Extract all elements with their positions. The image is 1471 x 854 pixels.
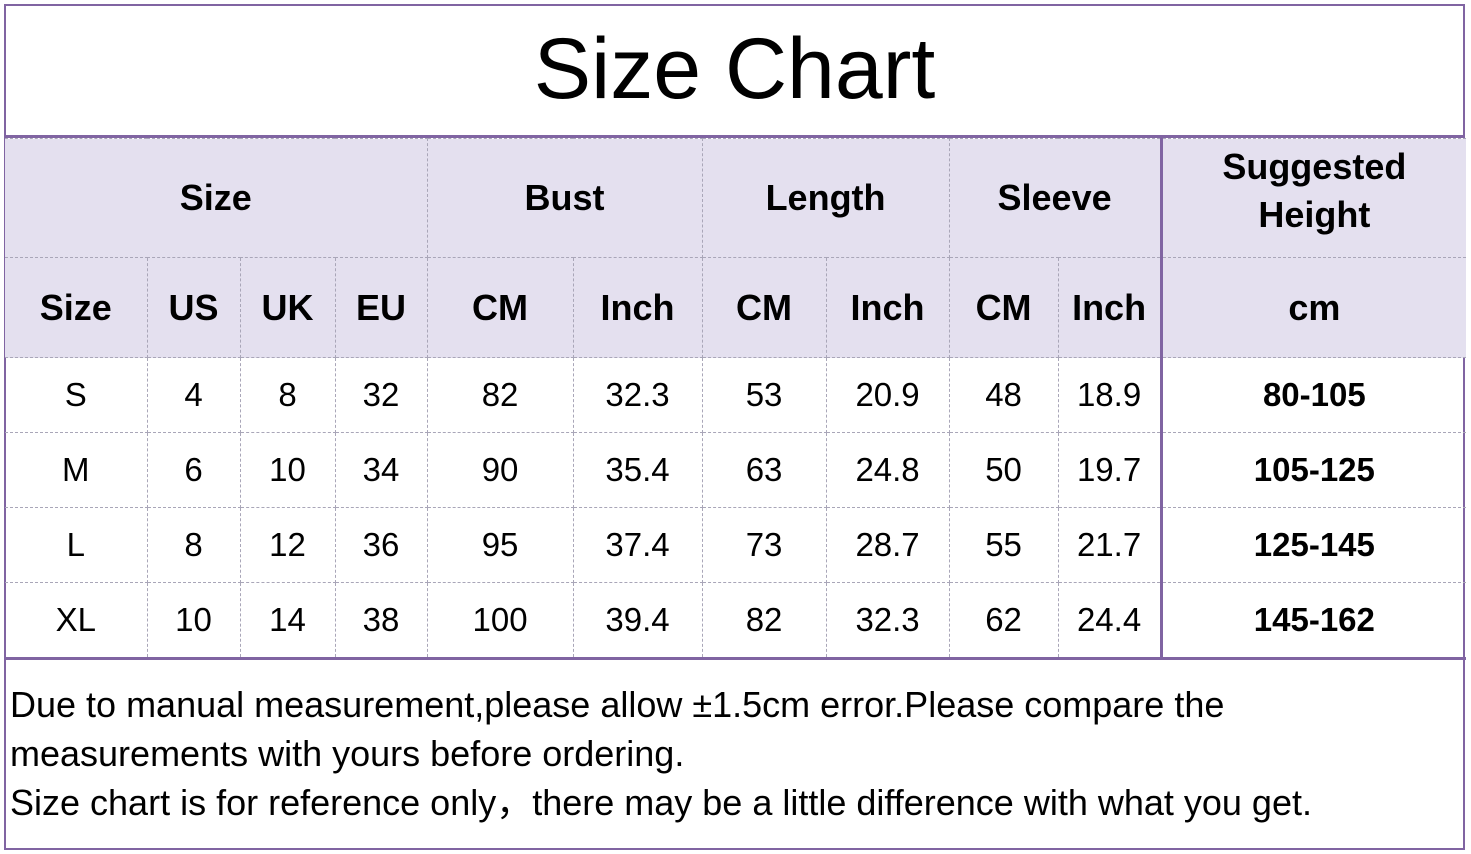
header-suggested-height-label: Suggested Height <box>1222 146 1407 235</box>
table-cell: 32 <box>334 357 428 433</box>
header-sleeve: Sleeve <box>948 138 1163 258</box>
table-cell: 10 <box>146 582 241 660</box>
header-length: Length <box>701 138 950 258</box>
notes: Due to manual measurement,please allow ±… <box>10 680 1460 827</box>
header-bust: Bust <box>426 138 703 258</box>
table-cell: 62 <box>948 582 1059 660</box>
table-cell: 73 <box>701 507 827 583</box>
table-row: L 8 12 36 95 37.4 73 28.7 55 21.7 125-145 <box>5 507 1467 583</box>
table-cell: 20.9 <box>825 357 950 433</box>
header-group-row: Size Bust Length Sleeve Suggested Height <box>5 138 1467 258</box>
table-cell: 82 <box>426 357 574 433</box>
note-reference: Size chart is for reference only，there m… <box>10 782 1312 823</box>
table-cell: 90 <box>426 432 574 508</box>
table-cell: 34 <box>334 432 428 508</box>
table-cell: 55 <box>948 507 1059 583</box>
table-cell: S <box>5 357 148 433</box>
table-cell: 80-105 <box>1160 357 1467 433</box>
table-cell: 18.9 <box>1057 357 1163 433</box>
table-cell: L <box>5 507 148 583</box>
header-size: Size <box>5 138 428 258</box>
table-row: M 6 10 34 90 35.4 63 24.8 50 19.7 105-125 <box>5 432 1467 508</box>
table-cell: 4 <box>146 357 241 433</box>
table-cell: 24.8 <box>825 432 950 508</box>
column-header: Inch <box>825 257 950 358</box>
table-cell: 39.4 <box>572 582 703 660</box>
table-cell: 50 <box>948 432 1059 508</box>
table-cell: 38 <box>334 582 428 660</box>
header-suggested-height: Suggested Height <box>1160 138 1467 258</box>
table-cell: 14 <box>239 582 336 660</box>
table-cell: 10 <box>239 432 336 508</box>
table-cell: 8 <box>146 507 241 583</box>
table-cell: 105-125 <box>1160 432 1467 508</box>
column-header: Size <box>5 257 148 358</box>
column-header: Inch <box>1057 257 1163 358</box>
table-cell: 28.7 <box>825 507 950 583</box>
table-cell: 37.4 <box>572 507 703 583</box>
column-header: cm <box>1160 257 1467 358</box>
page-title: Size Chart <box>4 4 1465 138</box>
table-cell: 53 <box>701 357 827 433</box>
table-row: S 4 8 32 82 32.3 53 20.9 48 18.9 80-105 <box>5 357 1467 433</box>
table-cell: 32.3 <box>825 582 950 660</box>
table-cell: 125-145 <box>1160 507 1467 583</box>
table-cell: 6 <box>146 432 241 508</box>
table-cell: 36 <box>334 507 428 583</box>
table-cell: 82 <box>701 582 827 660</box>
note-measurement: Due to manual measurement,please allow ±… <box>10 684 1225 774</box>
column-header: Inch <box>572 257 703 358</box>
table-cell: 100 <box>426 582 574 660</box>
table-cell: 21.7 <box>1057 507 1163 583</box>
table-cell: 48 <box>948 357 1059 433</box>
table-row: XL 10 14 38 100 39.4 82 32.3 62 24.4 145-162 <box>5 582 1467 660</box>
size-table: Size Bust Length Sleeve Suggested Height… <box>5 138 1467 660</box>
column-header: CM <box>948 257 1059 358</box>
table-cell: 145-162 <box>1160 582 1467 660</box>
table-cell: XL <box>5 582 148 660</box>
table-cell: 24.4 <box>1057 582 1163 660</box>
table-cell: M <box>5 432 148 508</box>
column-header: EU <box>334 257 428 358</box>
column-header: CM <box>426 257 574 358</box>
table-cell: 12 <box>239 507 336 583</box>
table-cell: 35.4 <box>572 432 703 508</box>
table-cell: 19.7 <box>1057 432 1163 508</box>
table-cell: 63 <box>701 432 827 508</box>
table-cell: 32.3 <box>572 357 703 433</box>
table-cell: 8 <box>239 357 336 433</box>
column-header: UK <box>239 257 336 358</box>
column-header-row: Size US UK EU CM Inch CM Inch CM Inch cm <box>5 257 1467 358</box>
column-header: CM <box>701 257 827 358</box>
table-cell: 95 <box>426 507 574 583</box>
column-header: US <box>146 257 241 358</box>
